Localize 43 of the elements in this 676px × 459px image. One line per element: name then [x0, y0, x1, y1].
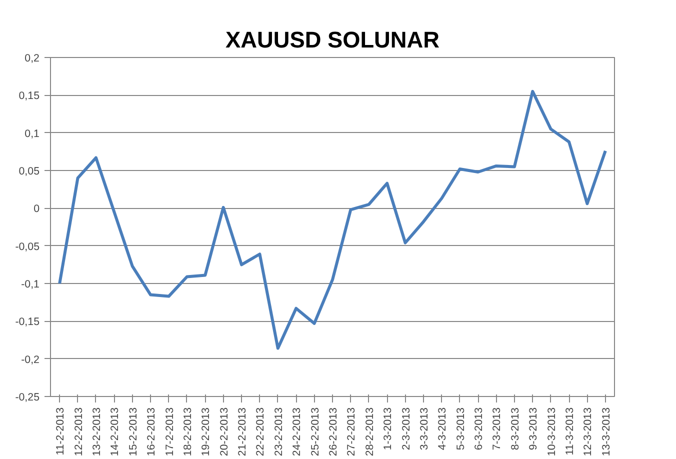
y-tick-label: 0 [34, 203, 40, 216]
x-tick-label: 1-3-2013 [382, 407, 394, 450]
y-tick-label: 0,05 [18, 166, 40, 178]
x-tick-label: 4-3-2013 [436, 407, 449, 450]
x-tick-label: 9-3-2013 [528, 407, 540, 450]
x-tick-label: 13-2-2013 [90, 407, 103, 456]
x-tick-label: 15-2-2013 [127, 407, 140, 456]
x-tick-label: 17-2-2013 [164, 407, 176, 456]
x-tick-label: 11-2-2013 [54, 407, 67, 456]
x-tick-label: 12-3-2013 [582, 407, 594, 456]
x-tick-label: 21-2-2013 [236, 407, 249, 456]
x-tick-label: 6-3-2013 [473, 407, 486, 450]
y-tick-label: -0,1 [21, 278, 40, 290]
x-tick-label: 14-2-2013 [109, 407, 122, 456]
x-tick-label: 5-3-2013 [454, 407, 467, 450]
x-tick-label: 27-2-2013 [346, 407, 358, 456]
y-tick-label: 0,15 [18, 90, 40, 102]
x-tick-label: 26-2-2013 [328, 407, 340, 456]
x-tick-label: 24-2-2013 [291, 407, 304, 456]
y-tick-label: -0,15 [15, 316, 40, 328]
x-tick-label: 20-2-2013 [218, 407, 230, 456]
chart-title: XAUUSD SOLUNAR [226, 26, 440, 52]
x-tick-label: 3-3-2013 [418, 407, 430, 450]
x-tick-label: 11-3-2013 [564, 407, 576, 456]
y-tick-label: -0,2 [21, 354, 40, 366]
x-tick-label: 10-3-2013 [546, 407, 558, 456]
x-tick-label: 12-2-2013 [72, 407, 85, 456]
y-tick-label: -0,05 [15, 240, 40, 253]
x-tick-label: 16-2-2013 [146, 407, 158, 456]
x-tick-label: 28-2-2013 [364, 407, 376, 456]
x-tick-label: 13-3-2013 [600, 407, 612, 456]
x-tick-label: 23-2-2013 [272, 407, 285, 456]
y-tick-label: -0,25 [15, 392, 40, 404]
x-tick-label: 7-3-2013 [491, 407, 504, 450]
line-series [58, 90, 607, 350]
x-tick-label: 18-2-2013 [182, 407, 194, 456]
x-tick-label: 19-2-2013 [200, 407, 212, 456]
y-tick-label: 0,2 [24, 52, 40, 64]
x-tick-label: 22-2-2013 [254, 407, 267, 456]
x-tick-label: 25-2-2013 [309, 407, 322, 456]
x-tick-label: 8-3-2013 [509, 407, 522, 450]
x-tick-label: 2-3-2013 [400, 407, 412, 450]
y-tick-label: 0,1 [24, 128, 40, 140]
